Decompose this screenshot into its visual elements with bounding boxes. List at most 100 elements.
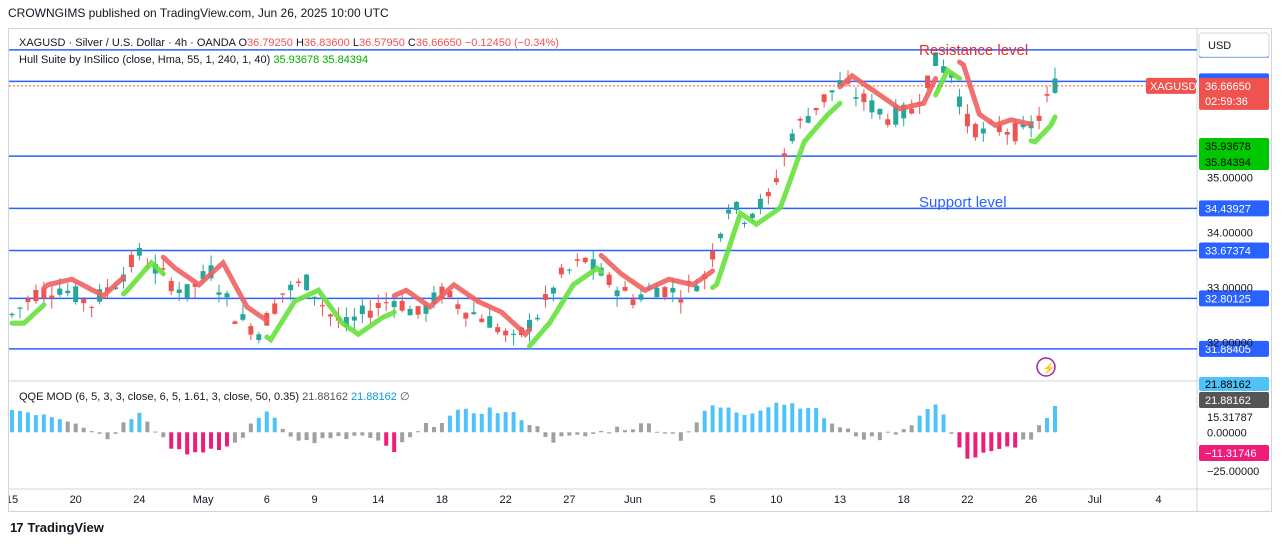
candle-19 [160, 268, 166, 270]
candle-29 [240, 314, 246, 320]
qqe-bar-108 [869, 432, 874, 437]
qqe-bar-66 [535, 426, 540, 433]
qqe-tag-2 [1199, 392, 1269, 408]
qqe-bar-43 [352, 432, 357, 436]
qqe-bar-78 [631, 429, 636, 433]
candle-78 [630, 299, 636, 306]
qqe-bar-85 [686, 431, 691, 433]
qqe-bar-52 [424, 422, 429, 433]
qqe-bar-27 [224, 432, 229, 447]
qqe-bar-38 [312, 432, 317, 444]
level-tag-label-5: 32.80125 [1205, 293, 1251, 305]
chart-svg[interactable]: 37.3201836.7488135.3876334.4392733.67374… [6, 29, 1271, 511]
candle-93 [749, 213, 755, 218]
legend-line-1[interactable]: XAGUSD · Silver / U.S. Dollar · 4h · OAN… [19, 37, 559, 49]
qqe-bar-123 [989, 432, 994, 452]
candle-90 [726, 209, 732, 214]
candle-7 [65, 290, 71, 294]
qqe-bar-95 [766, 407, 771, 433]
qqe-bar-130 [1045, 417, 1050, 433]
qqe-bar-15 [129, 419, 134, 433]
qqe-bar-129 [1037, 425, 1042, 433]
candle-44 [359, 305, 365, 315]
candle-30 [248, 326, 254, 335]
chart-frame: 37.3201836.7488135.3876334.4392733.67374… [6, 28, 1272, 512]
candle-103 [829, 90, 835, 93]
candle-65 [527, 319, 533, 332]
hull-tag-red-label: 35.84394 [1205, 157, 1251, 169]
candle-84 [678, 299, 684, 303]
qqe-bar-16 [137, 412, 142, 433]
qqe-bar-42 [344, 432, 349, 440]
candle-8 [73, 286, 79, 303]
qqe-bar-80 [646, 423, 651, 433]
candle-1 [17, 307, 23, 309]
legend-line-2[interactable]: Hull Suite by InSilico (close, Hma, 55, … [19, 54, 368, 66]
candle-121 [972, 124, 978, 138]
candle-24 [200, 271, 206, 280]
candle-60 [487, 316, 493, 328]
qqe-bar-9 [81, 427, 86, 433]
qqe-bar-53 [431, 427, 436, 433]
qqe-bar-2 [25, 412, 30, 433]
candle-98 [789, 133, 795, 142]
qqe-bar-1 [17, 410, 22, 433]
candle-94 [757, 198, 763, 209]
qqe-bar-65 [527, 424, 532, 433]
qqe-tick-3: −25.00000 [1207, 466, 1259, 478]
qqe-bar-59 [479, 413, 484, 433]
lightning-icon [1036, 357, 1056, 377]
qqe-bar-63 [511, 412, 516, 433]
qqe-bar-29 [240, 432, 245, 438]
currency-box [1198, 32, 1270, 58]
qqe-bar-0 [10, 409, 14, 433]
candle-95 [765, 191, 771, 197]
candle-45 [367, 310, 373, 318]
qqe-bar-7 [65, 421, 70, 433]
qqe-bar-24 [201, 432, 206, 453]
candle-47 [383, 302, 389, 304]
candle-127 [1020, 124, 1026, 128]
qqe-bar-73 [591, 432, 596, 434]
candle-106 [853, 97, 859, 99]
qqe-bar-20 [169, 432, 174, 449]
qqe-bar-98 [790, 403, 795, 433]
hull-segment-3 [160, 254, 270, 323]
candle-107 [861, 93, 867, 103]
candle-52 [423, 304, 429, 314]
price-tag-countdown: 02:59:36 [1205, 96, 1248, 108]
candle-119 [956, 96, 962, 107]
candle-109 [877, 108, 883, 115]
qqe-bar-122 [981, 432, 986, 453]
qqe-bar-113 [909, 425, 914, 433]
qqe-bar-35 [288, 432, 293, 437]
qqe-bar-71 [575, 432, 580, 435]
qqe-bar-89 [718, 407, 723, 433]
level-tag-6 [1199, 340, 1269, 357]
qqe-bar-26 [217, 432, 222, 451]
qqe-bar-6 [57, 419, 62, 433]
resistance-annotation: Resistance level [919, 42, 1028, 59]
qqe-bar-99 [798, 408, 803, 433]
candle-10 [89, 306, 95, 308]
candle-111 [893, 105, 899, 125]
qqe-bar-120 [965, 432, 970, 459]
qqe-bar-51 [416, 431, 421, 433]
x-tick-6: 14 [372, 494, 384, 506]
footer-brand[interactable]: 17 TradingView [10, 520, 104, 535]
qqe-tag-1 [1199, 377, 1269, 391]
candle-13 [113, 287, 119, 290]
qqe-bar-56 [455, 409, 460, 433]
candle-28 [232, 321, 238, 324]
qqe-bar-103 [830, 423, 835, 433]
hull-segment-10 [933, 66, 962, 98]
qqe-bar-102 [822, 418, 827, 433]
candle-43 [351, 316, 357, 321]
qqe-bar-40 [328, 432, 333, 439]
candle-50 [407, 308, 413, 316]
x-tick-1: 20 [70, 494, 82, 506]
qqe-bar-48 [392, 432, 397, 452]
qqe-bar-121 [973, 432, 978, 458]
candle-22 [184, 284, 190, 298]
qqe-bar-109 [877, 432, 882, 441]
